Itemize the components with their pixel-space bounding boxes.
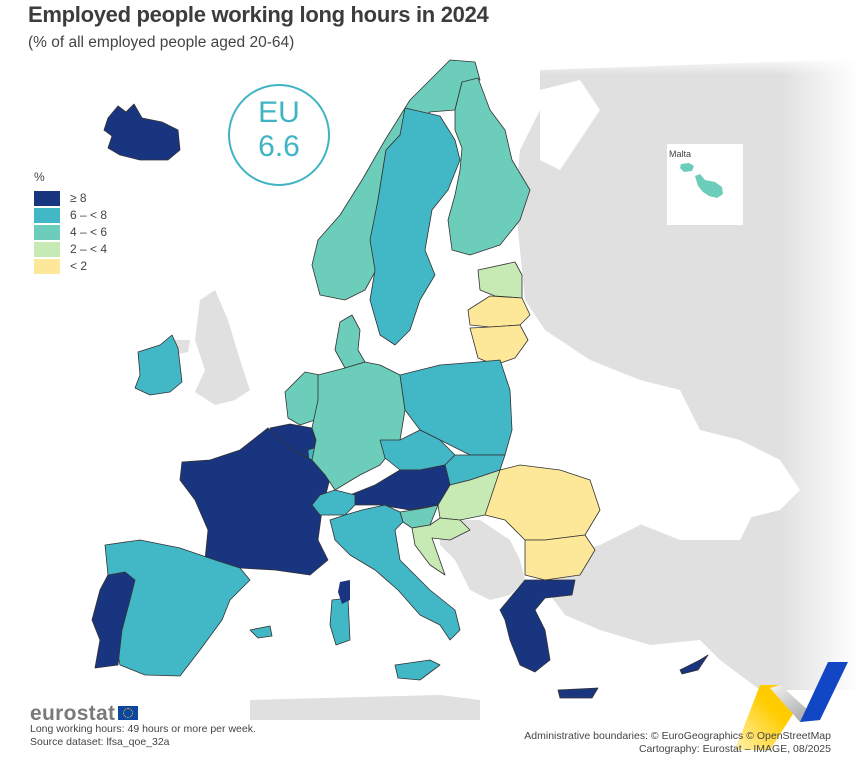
eu-flag-icon — [118, 706, 139, 720]
boundaries-credit: Administrative boundaries: © EuroGeograp… — [524, 730, 831, 742]
eurostat-logo-text: eurostat — [30, 701, 116, 725]
legend-swatch — [34, 258, 60, 274]
region-denmark — [334, 314, 366, 369]
region-greece — [499, 579, 599, 699]
definition-note: Long working hours: 49 hours or more per… — [30, 723, 256, 735]
black-sea — [600, 470, 760, 540]
eu-badge-value: 6.6 — [258, 130, 300, 163]
map-subtitle: (% of all employed people aged 20-64) — [28, 34, 295, 51]
legend-item: 2 – < 4 — [34, 241, 107, 257]
legend-unit: % — [34, 170, 45, 184]
eu-badge-label: EU — [258, 96, 300, 129]
legend-swatch — [34, 241, 60, 257]
legend-label: 2 – < 4 — [70, 242, 108, 256]
map-fade-top — [520, 55, 859, 75]
map-title: Employed people working long hours in 20… — [28, 2, 489, 27]
region-sweden — [369, 107, 461, 346]
legend-label: 6 – < 8 — [70, 208, 108, 222]
footer-left: eurostat Long working hours: 49 hours or… — [30, 701, 256, 749]
eurostat-ribbon-decoration — [735, 662, 848, 750]
non-eu-land — [170, 60, 859, 720]
region-croatia — [411, 517, 471, 576]
legend-item: 4 – < 6 — [34, 224, 107, 240]
legend-label: < 2 — [70, 259, 88, 273]
legend-item: < 2 — [34, 258, 107, 274]
map-fade-right — [780, 60, 859, 700]
region-cyprus — [679, 654, 709, 675]
region-malta-gozo — [680, 163, 694, 172]
map-legend: % ≥ 8 6 – < 8 4 – < 6 2 – < 4 < 2 — [34, 170, 107, 275]
malta-inset: Malta — [667, 144, 743, 225]
region-iceland — [103, 103, 181, 161]
region-lithuania — [469, 324, 529, 366]
region-estonia — [477, 261, 523, 299]
eu-average-badge: EU 6.6 — [228, 84, 330, 186]
malta-inset-map — [680, 163, 723, 198]
region-bulgaria — [524, 534, 596, 581]
legend-item: 6 – < 8 — [34, 207, 107, 223]
region-latvia — [467, 295, 531, 328]
malta-inset-label: Malta — [669, 149, 692, 159]
legend-swatch — [34, 190, 60, 206]
legend-label: 4 – < 6 — [70, 225, 108, 239]
region-portugal — [91, 571, 136, 669]
region-romania — [484, 464, 601, 541]
region-switzerland — [311, 489, 356, 516]
region-finland — [447, 77, 531, 256]
region-france-corsica — [338, 580, 350, 604]
eurostat-logo: eurostat — [30, 701, 256, 725]
cartography-credit: Cartography: Eurostat – IMAGE, 08/2025 — [638, 743, 831, 755]
region-malta — [695, 174, 723, 198]
legend-swatch — [34, 224, 60, 240]
region-france — [179, 427, 331, 576]
legend-item: ≥ 8 — [34, 190, 107, 206]
region-germany — [311, 361, 406, 491]
footer-right: Administrative boundaries: © EuroGeograp… — [524, 730, 831, 756]
region-ireland — [134, 334, 183, 396]
source-dataset: Source dataset: lfsa_qoe_32a — [30, 736, 170, 748]
region-poland — [399, 359, 513, 456]
legend-swatch — [34, 207, 60, 223]
white-sea — [540, 80, 600, 170]
legend-label: ≥ 8 — [70, 191, 87, 205]
